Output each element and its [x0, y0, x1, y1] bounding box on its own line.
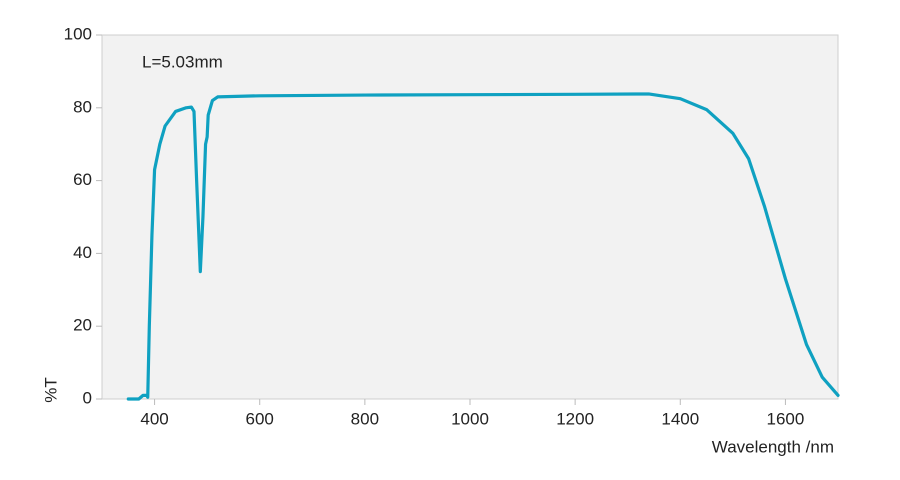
- data-line: [126, 92, 840, 401]
- y-tick-label: 20: [73, 316, 92, 335]
- y-tick-label: 0: [83, 388, 92, 407]
- y-tick-label: 40: [73, 243, 92, 262]
- y-axis-label: %T: [41, 377, 60, 403]
- x-tick-label: 400: [140, 409, 168, 428]
- x-axis-label: Wavelength /nm: [712, 437, 834, 456]
- annotation: L=5.03mm: [142, 52, 223, 71]
- y-tick-label: 60: [73, 170, 92, 189]
- x-tick-label: 1200: [556, 409, 594, 428]
- x-tick-label: 600: [246, 409, 274, 428]
- x-tick-label: 1000: [451, 409, 489, 428]
- x-tick-label: 800: [351, 409, 379, 428]
- x-tick-label: 1400: [661, 409, 699, 428]
- y-tick-label: 100: [64, 24, 92, 43]
- plot-area: [101, 34, 839, 400]
- y-tick-label: 80: [73, 97, 92, 116]
- x-tick-label: 1600: [767, 409, 805, 428]
